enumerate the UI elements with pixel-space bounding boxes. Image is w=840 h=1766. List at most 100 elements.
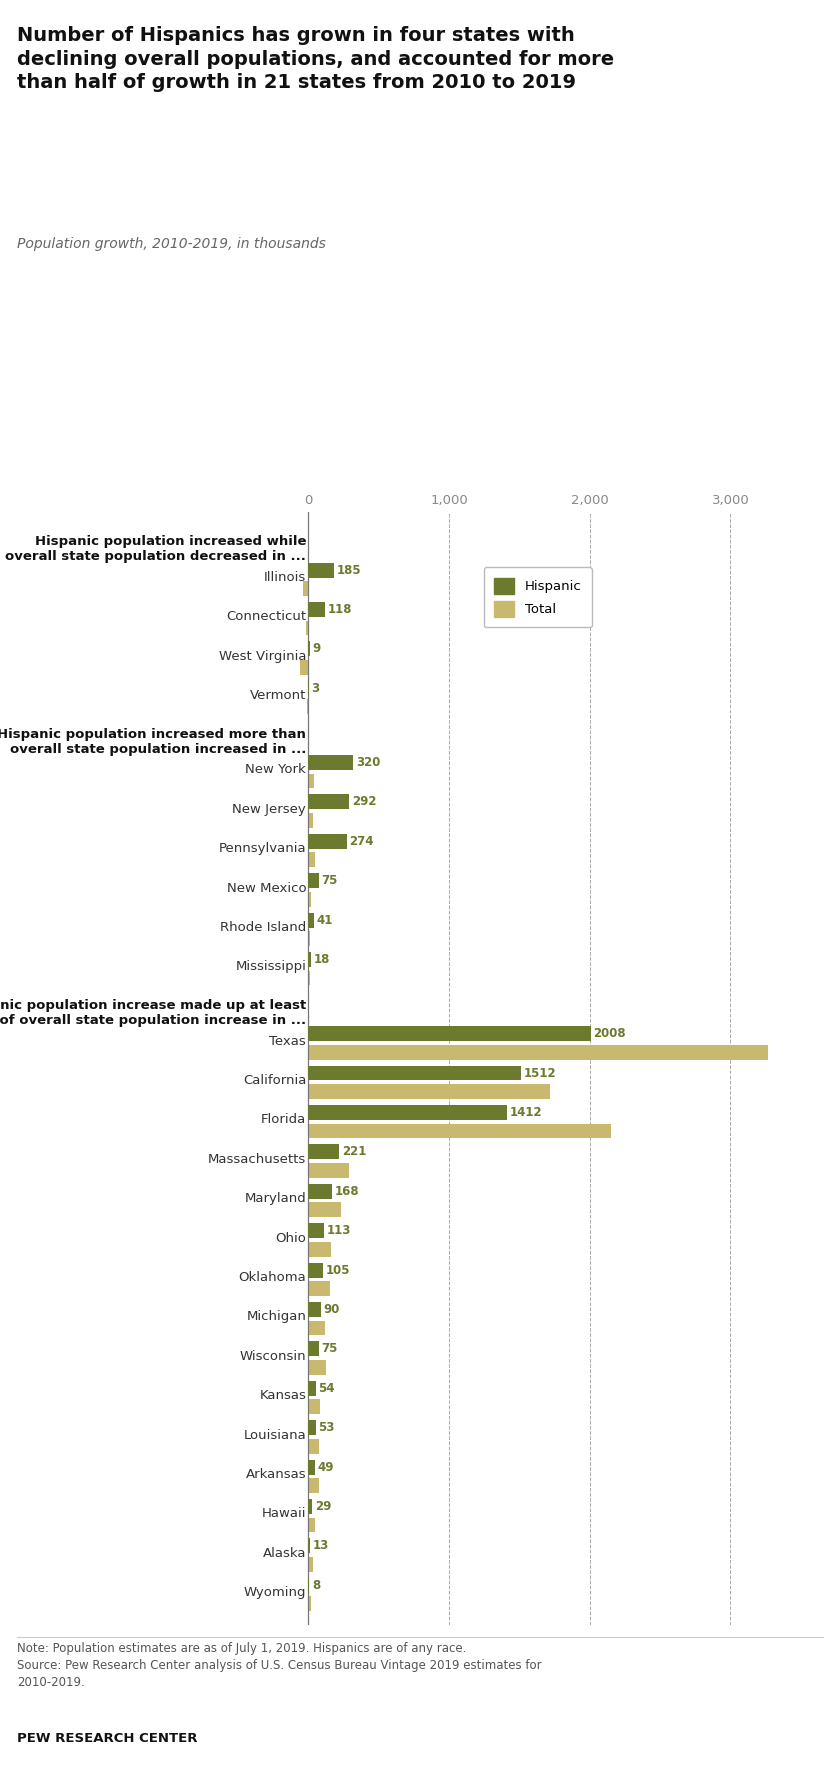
Text: Population growth, 2010-2019, in thousands: Population growth, 2010-2019, in thousan… bbox=[17, 237, 326, 251]
Text: 292: 292 bbox=[352, 795, 376, 809]
Text: 1512: 1512 bbox=[523, 1067, 556, 1079]
Bar bbox=[308, 1084, 550, 1098]
Text: Pennsylvania: Pennsylvania bbox=[218, 842, 306, 855]
Text: Hispanic population increase made up at least
half of overall state population i: Hispanic population increase made up at … bbox=[0, 1000, 306, 1026]
Text: Texas: Texas bbox=[270, 1035, 306, 1047]
Bar bbox=[308, 1321, 325, 1335]
Text: Hispanic population increased while
overall state population decreased in ...: Hispanic population increased while over… bbox=[5, 535, 306, 563]
Text: Ohio: Ohio bbox=[276, 1231, 306, 1245]
Bar bbox=[308, 892, 311, 906]
Text: 54: 54 bbox=[318, 1381, 335, 1395]
Bar bbox=[308, 812, 313, 828]
Bar bbox=[308, 1439, 319, 1453]
Bar bbox=[308, 1065, 521, 1081]
Bar bbox=[308, 756, 354, 770]
Text: Wyoming: Wyoming bbox=[244, 1586, 306, 1600]
Text: Vermont: Vermont bbox=[249, 689, 306, 703]
Text: 9: 9 bbox=[312, 643, 320, 655]
Bar bbox=[308, 1280, 330, 1296]
Text: Number of Hispanics has grown in four states with
declining overall populations,: Number of Hispanics has grown in four st… bbox=[17, 26, 614, 92]
Text: 41: 41 bbox=[317, 913, 333, 927]
Text: Louisiana: Louisiana bbox=[244, 1429, 306, 1441]
Text: California: California bbox=[243, 1074, 306, 1088]
Bar bbox=[308, 1399, 320, 1415]
Bar bbox=[308, 1263, 323, 1277]
Text: 113: 113 bbox=[327, 1224, 351, 1238]
Bar bbox=[308, 853, 315, 867]
Text: 221: 221 bbox=[342, 1146, 366, 1158]
Bar bbox=[303, 581, 308, 597]
Bar bbox=[308, 1478, 319, 1492]
Bar bbox=[308, 602, 325, 616]
Bar bbox=[308, 1517, 315, 1533]
Text: Oklahoma: Oklahoma bbox=[239, 1272, 306, 1284]
Bar bbox=[308, 563, 334, 577]
Bar bbox=[308, 1460, 315, 1475]
Bar bbox=[308, 1045, 769, 1060]
Bar bbox=[308, 1183, 332, 1199]
Text: Connecticut: Connecticut bbox=[226, 611, 306, 623]
Text: Hawaii: Hawaii bbox=[262, 1508, 306, 1521]
Bar bbox=[308, 913, 314, 927]
Text: West Virginia: West Virginia bbox=[218, 650, 306, 662]
Bar bbox=[308, 931, 311, 947]
Bar bbox=[308, 1420, 316, 1436]
Text: Kansas: Kansas bbox=[260, 1390, 306, 1402]
Bar bbox=[308, 1558, 312, 1572]
Text: Florida: Florida bbox=[261, 1113, 306, 1127]
Text: 8: 8 bbox=[312, 1579, 320, 1591]
Text: 3: 3 bbox=[312, 682, 319, 694]
Bar bbox=[307, 699, 308, 713]
Text: 90: 90 bbox=[323, 1303, 340, 1316]
Bar bbox=[308, 1577, 309, 1593]
Bar bbox=[308, 1241, 332, 1257]
Bar bbox=[306, 620, 308, 636]
Text: Mississippi: Mississippi bbox=[235, 961, 306, 973]
Text: 274: 274 bbox=[349, 835, 374, 848]
Text: Wisconsin: Wisconsin bbox=[239, 1349, 306, 1363]
Bar bbox=[308, 872, 319, 888]
Bar bbox=[308, 1499, 312, 1513]
Text: 105: 105 bbox=[326, 1264, 350, 1277]
Bar bbox=[308, 1224, 324, 1238]
Bar bbox=[308, 1302, 321, 1317]
Bar bbox=[308, 1203, 341, 1217]
Bar bbox=[308, 1342, 319, 1356]
Text: 320: 320 bbox=[356, 756, 381, 768]
Text: PEW RESEARCH CENTER: PEW RESEARCH CENTER bbox=[17, 1732, 197, 1745]
Text: 18: 18 bbox=[313, 954, 330, 966]
Bar bbox=[308, 1360, 326, 1376]
Text: 75: 75 bbox=[322, 874, 338, 887]
Bar bbox=[308, 952, 311, 968]
Bar bbox=[308, 641, 310, 657]
Bar bbox=[308, 1538, 310, 1554]
Text: 118: 118 bbox=[328, 602, 352, 616]
Text: 185: 185 bbox=[337, 563, 361, 576]
Bar bbox=[308, 1144, 339, 1158]
Bar bbox=[308, 834, 347, 849]
Text: New York: New York bbox=[245, 763, 306, 777]
Bar bbox=[308, 1106, 507, 1120]
Bar bbox=[308, 1123, 611, 1139]
Text: 13: 13 bbox=[312, 1540, 329, 1552]
Text: 2008: 2008 bbox=[593, 1028, 626, 1040]
Text: 29: 29 bbox=[315, 1499, 331, 1513]
Text: Maryland: Maryland bbox=[244, 1192, 306, 1204]
Text: 75: 75 bbox=[322, 1342, 338, 1355]
Text: 49: 49 bbox=[318, 1460, 334, 1473]
Bar bbox=[308, 1381, 316, 1395]
Legend: Hispanic, Total: Hispanic, Total bbox=[484, 567, 592, 627]
Text: 1412: 1412 bbox=[510, 1106, 542, 1120]
Bar bbox=[308, 774, 314, 788]
Bar bbox=[308, 1026, 591, 1042]
Text: Hispanic population increased more than
overall state population increased in ..: Hispanic population increased more than … bbox=[0, 728, 306, 756]
Text: New Jersey: New Jersey bbox=[233, 804, 306, 816]
Bar bbox=[300, 660, 308, 675]
Text: Alaska: Alaska bbox=[263, 1547, 306, 1559]
Bar bbox=[308, 971, 310, 985]
Text: Massachusetts: Massachusetts bbox=[208, 1153, 306, 1166]
Bar bbox=[308, 1164, 349, 1178]
Bar bbox=[308, 1596, 311, 1611]
Bar bbox=[308, 795, 349, 809]
Text: Michigan: Michigan bbox=[246, 1310, 306, 1323]
